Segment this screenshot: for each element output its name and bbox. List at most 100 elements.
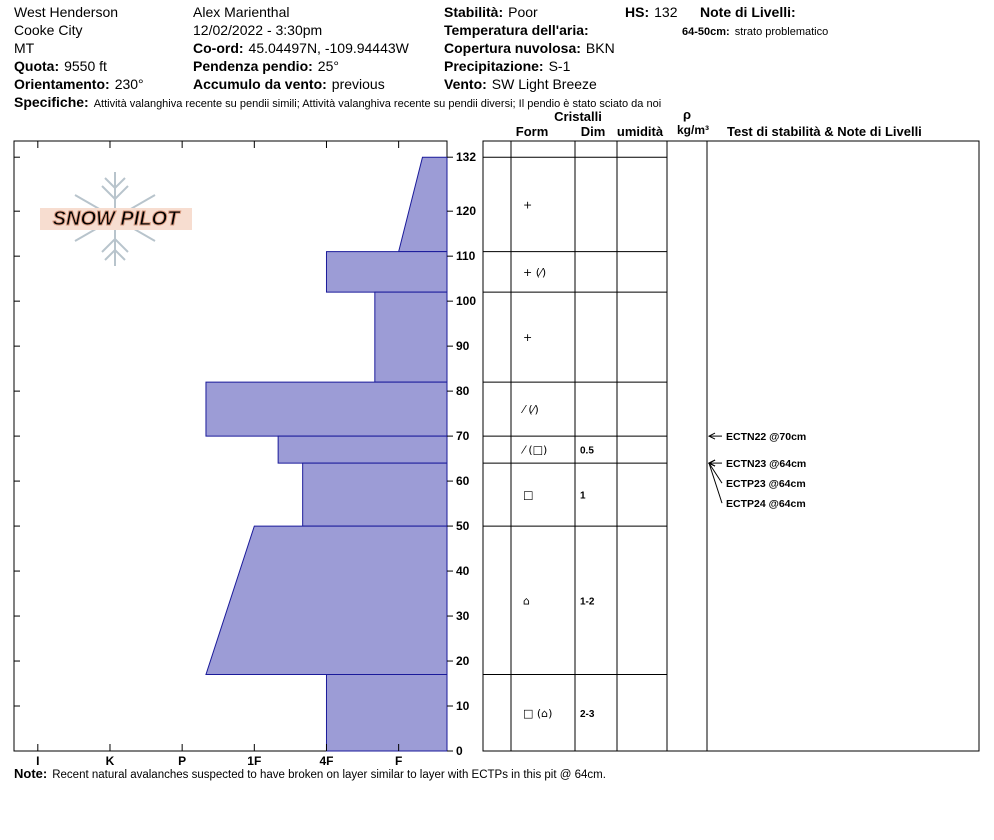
field-label: Orientamento: <box>14 76 110 92</box>
field-value: 9550 ft <box>64 58 107 74</box>
field-label: Note: <box>14 766 47 781</box>
test-arrowhead <box>707 459 716 467</box>
x-tick-label: F <box>395 754 402 768</box>
test-arrow <box>708 462 723 504</box>
field-value: S-1 <box>549 58 571 74</box>
field-value: Poor <box>508 4 538 20</box>
field-value: 45.04497N, -109.94443W <box>249 40 410 56</box>
field: Stabilità: Poor <box>444 4 538 20</box>
hardness-layer <box>302 462 448 527</box>
grain-form: + <box>523 198 532 211</box>
y-tick-label: 100 <box>456 294 476 308</box>
table-columns <box>510 141 708 751</box>
y-tick-label: 50 <box>456 519 470 533</box>
y-tick-label: 110 <box>456 249 476 263</box>
x-tick-label: 1F <box>247 754 261 768</box>
field-label: Quota: <box>14 58 59 74</box>
snowflake-branch <box>101 185 129 201</box>
logo: SNOW PILOT <box>40 172 192 266</box>
field-value: strato problematico <box>735 26 829 38</box>
column-header: Form <box>516 124 549 139</box>
field: Temperatura dell'aria: <box>444 22 589 38</box>
field-label: Specifiche: <box>14 94 89 110</box>
x-tick-label: P <box>178 754 186 768</box>
field: 12/02/2022 - 3:30pm <box>193 22 322 38</box>
test-label: ECTN23 @64cm <box>726 458 806 470</box>
y-tick-label: 0 <box>456 744 463 758</box>
snowflake-branch <box>104 177 126 190</box>
layers-table-frame <box>482 140 980 752</box>
field-label: Precipitazione: <box>444 58 544 74</box>
field-value: SW Light Breeze <box>492 76 597 92</box>
grain-size: 1 <box>580 491 586 502</box>
field: Quota: 9550 ft <box>14 58 107 74</box>
field-label: Pendenza pendio: <box>193 58 313 74</box>
field-value: 132 <box>654 4 678 20</box>
grain-size: 2-3 <box>580 709 595 720</box>
field: West Henderson <box>14 4 118 20</box>
y-tick-label: 70 <box>456 429 470 443</box>
snowflake-branch <box>104 248 126 261</box>
x-tick-label: 4F <box>319 754 333 768</box>
y-tick-label: 10 <box>456 699 470 713</box>
logo-band <box>40 208 192 230</box>
grain-form: + <box>523 331 532 344</box>
hardness-layer <box>325 674 448 752</box>
grain-form: ⁄ (□) <box>520 444 547 457</box>
grain-size: 0.5 <box>580 446 594 457</box>
field: Copertura nuvolosa: BKN <box>444 40 615 56</box>
y-tick-label: 60 <box>456 474 470 488</box>
x-tick-label: I <box>36 754 39 768</box>
field: Alex Marienthal <box>193 4 290 20</box>
y-tick-label: 20 <box>456 654 470 668</box>
grain-form: ⌂ <box>523 594 530 607</box>
snowflake-branch <box>101 237 129 253</box>
field-label: HS: <box>625 4 649 20</box>
field: Pendenza pendio: 25° <box>193 58 339 74</box>
grain-form: ⁄ (⁄) <box>520 403 539 416</box>
y-tick-label: 90 <box>456 339 470 353</box>
y-tick-label: 80 <box>456 384 470 398</box>
field-value: previous <box>332 76 385 92</box>
logo-text: SNOW PILOT <box>53 208 181 230</box>
column-header: Cristalli <box>554 109 602 124</box>
hardness-layer <box>374 291 448 383</box>
test-label: ECTP23 @64cm <box>726 478 806 490</box>
field-value: Recent natural avalanches suspected to h… <box>52 769 606 781</box>
field: Note: Recent natural avalanches suspected… <box>14 766 606 781</box>
field: Co-ord: 45.04497N, -109.94443W <box>193 40 410 56</box>
field: 64-50cm: strato problematico <box>682 26 828 38</box>
field: Accumulo da vento: previous <box>193 76 385 92</box>
field-value: 230° <box>115 76 144 92</box>
column-header: ρ <box>683 107 691 122</box>
test-arrowhead <box>707 432 716 440</box>
test-label: ECTN22 @70cm <box>726 431 806 443</box>
field-label: Co-ord: <box>193 40 244 56</box>
field: MT <box>14 40 35 56</box>
hardness-layer <box>325 251 448 293</box>
grain-size: 1-2 <box>580 596 595 607</box>
field: Cooke City <box>14 22 82 38</box>
column-header: umidità <box>617 124 664 139</box>
hardness-layer <box>205 381 448 437</box>
column-header: Test di stabilità & Note di Livelli <box>727 124 922 139</box>
hardness-layer <box>277 435 448 464</box>
grain-form: □ <box>523 489 533 502</box>
test-label: ECTP24 @64cm <box>726 498 806 510</box>
field-label: Copertura nuvolosa: <box>444 40 581 56</box>
y-tick-label: 30 <box>456 609 470 623</box>
grain-form: □ (⌂) <box>523 707 552 720</box>
hardness-layer <box>205 525 448 676</box>
field-label: Stabilità: <box>444 4 503 20</box>
field: HS: 132 <box>625 4 678 20</box>
grain-form: + (⁄) <box>523 266 546 279</box>
field: Note di Livelli: <box>700 4 796 20</box>
y-tick-label: 132 <box>456 150 476 164</box>
field: Vento: SW Light Breeze <box>444 76 597 92</box>
column-header: kg/m³ <box>677 123 709 137</box>
field-label: 64-50cm: <box>682 26 730 38</box>
test-arrow <box>708 462 723 484</box>
y-tick-label: 120 <box>456 204 476 218</box>
y-tick-label: 40 <box>456 564 470 578</box>
